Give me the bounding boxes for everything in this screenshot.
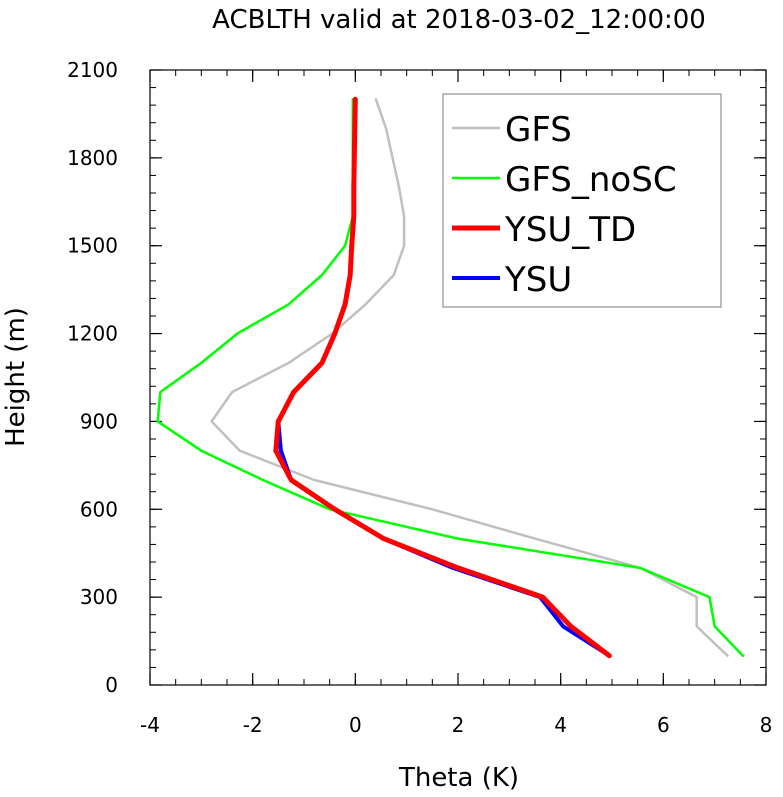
- x-tick-label: 6: [657, 713, 670, 737]
- series-layer: [156, 96, 745, 659]
- x-tick-label: 8: [760, 713, 773, 737]
- x-tick-label: 4: [554, 713, 567, 737]
- legend-box: [442, 93, 722, 308]
- x-axis: -4 -2 0 2 4 6 8: [140, 70, 772, 737]
- y-tick-label: 0: [105, 673, 118, 697]
- y-axis: 0 300 600 900 1200 1500 1800 2100: [67, 58, 766, 697]
- legend-label: GFS: [505, 110, 572, 150]
- y-tick-label: 600: [80, 497, 118, 521]
- series-line-ysu-td: [273, 96, 612, 659]
- y-tick-label: 1200: [67, 322, 118, 346]
- y-tick-label: 2100: [67, 58, 118, 82]
- y-tick-label: 1800: [67, 146, 118, 170]
- legend-label: YSU_TD: [504, 210, 636, 250]
- x-tick-label: 2: [452, 713, 465, 737]
- legend-label: YSU: [504, 260, 572, 300]
- legend: GFS GFS_noSC YSU_TD YSU: [442, 93, 722, 308]
- y-tick-label: 300: [80, 585, 118, 609]
- x-tick-label: -2: [243, 713, 263, 737]
- y-tick-label: 1500: [67, 234, 118, 258]
- y-tick-label: 900: [80, 409, 118, 433]
- chart-title: ACBLTH valid at 2018-03-02_12:00:00: [212, 5, 706, 35]
- series-line-gfs-nosc: [156, 98, 745, 657]
- x-tick-label: -4: [140, 713, 160, 737]
- x-tick-label: 0: [349, 713, 362, 737]
- x-axis-label: Theta (K): [398, 763, 519, 793]
- y-axis-label: Height (m): [1, 307, 31, 447]
- legend-label: GFS_noSC: [505, 160, 677, 200]
